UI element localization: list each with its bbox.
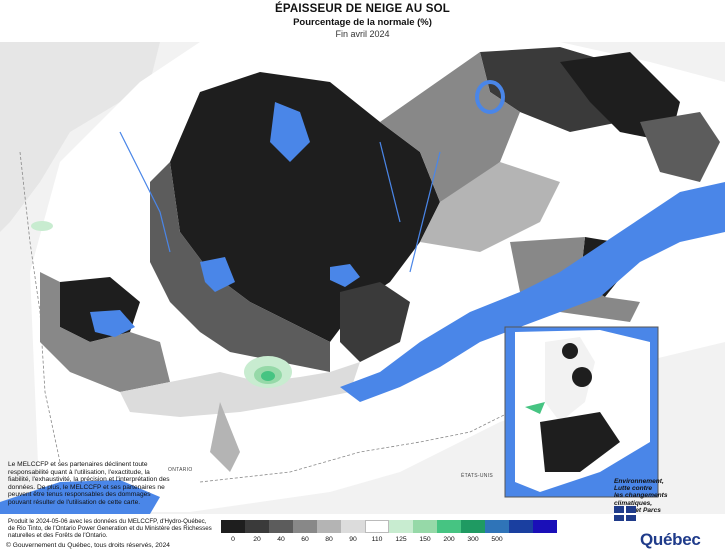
legend-swatch — [485, 520, 509, 533]
snow-zone-40-60 — [150, 162, 330, 372]
manicouagan-reservoir — [475, 80, 505, 114]
st-lawrence — [340, 182, 725, 402]
legend-tick-label: 60 — [301, 536, 309, 543]
lac-saint-jean — [330, 264, 360, 287]
river-2 — [409, 151, 441, 273]
legend-tick-label: 200 — [443, 536, 455, 543]
ministry-line-5: Faune et Parcs — [614, 506, 661, 514]
ministry-name: Environnement, Lutte contre les changeme… — [614, 478, 714, 514]
legend-tick-label: 300 — [467, 536, 479, 543]
ministry-line-1: Environnement, — [614, 478, 664, 485]
map-title: ÉPAISSEUR DE NEIGE AU SOL — [275, 3, 450, 15]
border-us — [199, 411, 511, 483]
production-note: Produit le 2024-05-06 avec les données d… — [8, 518, 212, 540]
legend-tick-label: 0 — [231, 536, 235, 543]
quebec-logo: Québec — [640, 530, 701, 549]
legend-tick-label: 150 — [419, 536, 431, 543]
legend-ticks: 0 20 40 60 80 90 110 125 150 200 300 500 — [221, 533, 509, 545]
snow-zone-labrador — [640, 112, 720, 182]
legend-tick-label: 125 — [395, 536, 407, 543]
legend-swatch — [389, 520, 413, 533]
legend-swatch — [509, 520, 533, 533]
legend-tick-label: 20 — [253, 536, 261, 543]
legend-swatch — [365, 520, 389, 533]
map-header: ÉPAISSEUR DE NEIGE AU SOL Pourcentage de… — [0, 0, 725, 42]
snow-zone-west-grey — [40, 272, 170, 392]
legend-swatch — [533, 520, 557, 533]
legend-swatch — [293, 520, 317, 533]
map-subtitle: Pourcentage de la normale (%) — [293, 17, 432, 28]
legend-swatch — [317, 520, 341, 533]
ontario-label: ONTARIO — [168, 467, 193, 473]
legend-swatch — [269, 520, 293, 533]
legend-swatch — [437, 520, 461, 533]
lake-west — [90, 310, 135, 337]
legend-tick-label: 110 — [371, 536, 383, 543]
legend-tick-label: 500 — [491, 536, 503, 543]
map-period: Fin avril 2024 — [335, 29, 390, 39]
ministry-line-3: les changements — [614, 492, 668, 500]
snow-zone-80-90 — [420, 162, 560, 252]
disclaimer-text: Le MELCCFP et ses partenaires déclinent … — [8, 461, 170, 506]
border-ontario — [19, 151, 61, 463]
copyright-text: © Gouvernement du Québec, tous droits ré… — [6, 542, 170, 549]
snow-zone-south-spot — [210, 402, 240, 472]
bay-area — [0, 42, 160, 232]
legend-swatch — [461, 520, 485, 533]
snow-zone-150-200 — [261, 371, 275, 381]
quebec-flag-icon — [614, 506, 636, 521]
snow-zone-central — [340, 282, 410, 362]
us-label: ÉTATS-UNIS — [461, 473, 493, 479]
ministry-line-2: Lutte contre — [614, 485, 653, 493]
ministry-line-4: climatiques, — [614, 499, 653, 507]
gouin-reservoir — [200, 257, 235, 292]
legend-swatch — [341, 520, 365, 533]
legend-tick-label: 80 — [325, 536, 333, 543]
legend-swatch — [413, 520, 437, 533]
legend-swatch — [221, 520, 245, 533]
legend-tick-label: 40 — [277, 536, 285, 543]
snow-zone-0-20 — [170, 72, 440, 342]
snow-depth-map[interactable] — [0, 42, 725, 514]
color-legend: 0 20 40 60 80 90 110 125 150 200 300 500 — [221, 520, 557, 545]
lake-ontario — [0, 480, 160, 514]
snow-zone-90-110 — [120, 362, 360, 417]
legend-swatch — [245, 520, 269, 533]
river-1 — [119, 131, 171, 253]
lake-mistassini — [270, 102, 310, 162]
snow-zone-0-20-north — [560, 52, 680, 142]
map-canvas — [0, 42, 725, 514]
inset-map — [504, 326, 659, 498]
river-3 — [379, 141, 401, 223]
legend-tick-label: 90 — [349, 536, 357, 543]
snow-zone-green-west — [31, 221, 53, 231]
legend-bar — [221, 520, 557, 533]
snow-zone-60-80 — [380, 52, 520, 202]
